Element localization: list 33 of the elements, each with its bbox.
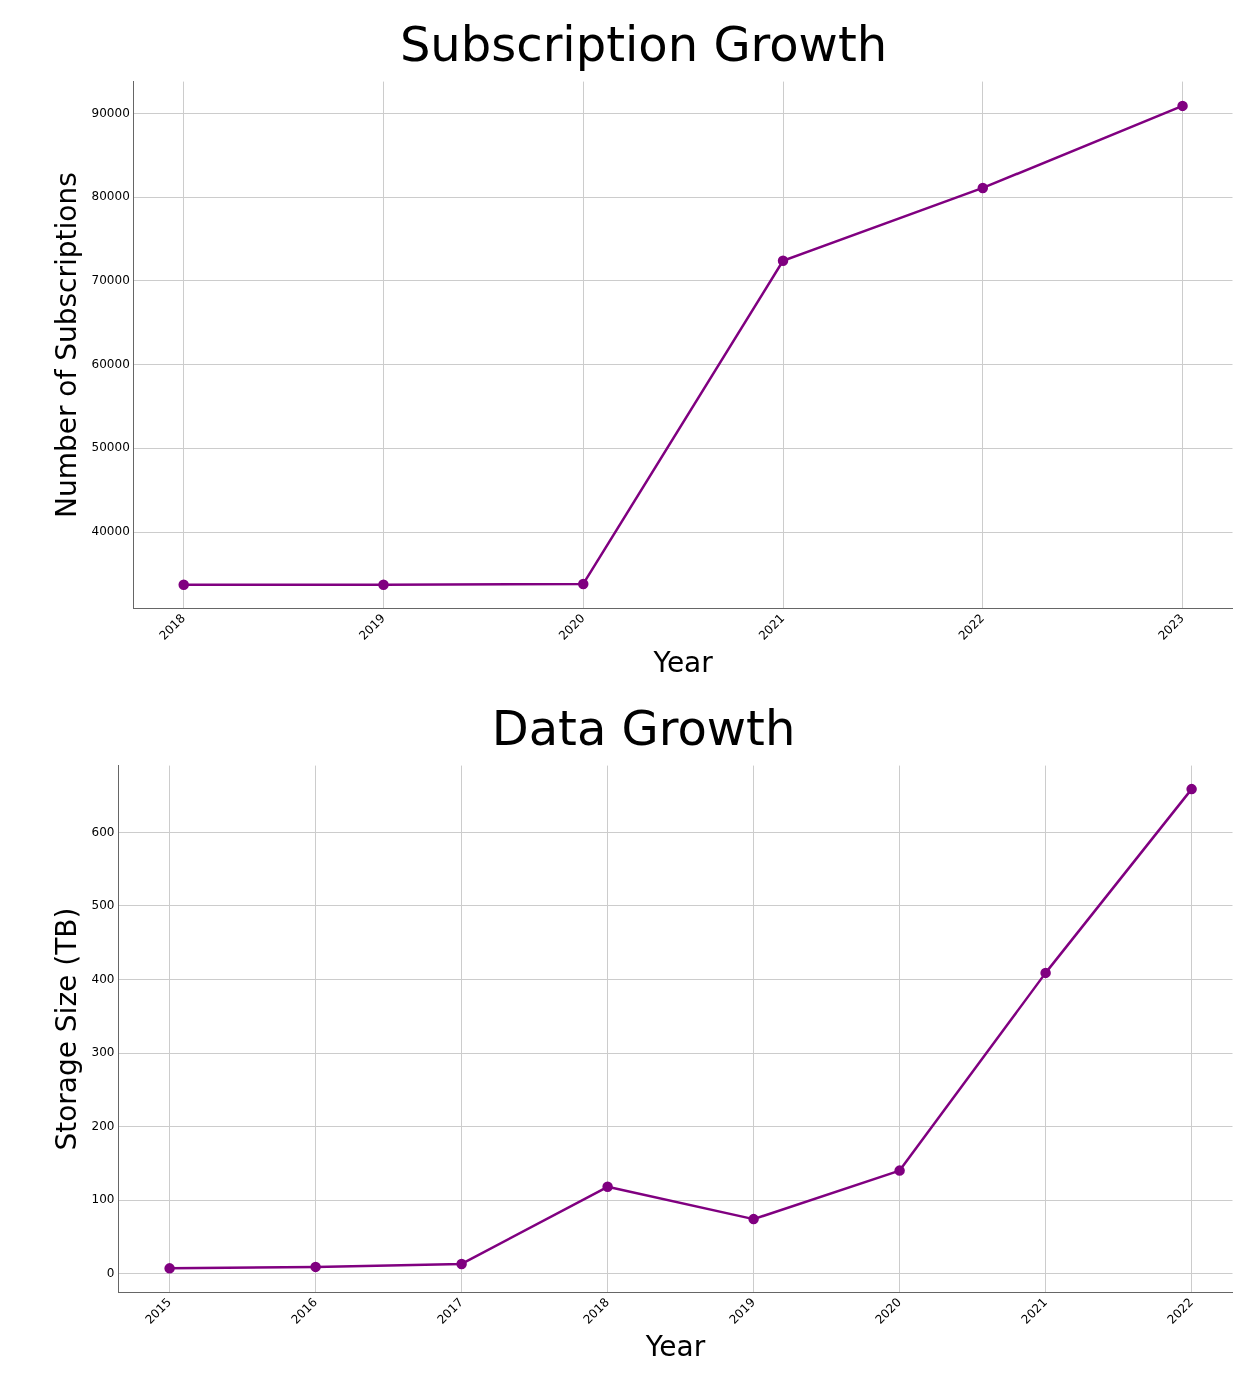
point: [602, 1181, 613, 1193]
y-axis-title: Storage Size (TB): [50, 907, 84, 1151]
y-tick-label: 90000: [91, 105, 130, 120]
point: [456, 1258, 467, 1270]
point: [178, 579, 189, 591]
point: [748, 1213, 759, 1225]
point: [1177, 100, 1188, 112]
y-tick-label: 300: [91, 1045, 115, 1060]
y-tick-label: 70000: [91, 272, 130, 287]
point: [378, 579, 389, 591]
y-tick-label: 400: [91, 971, 115, 986]
point: [1186, 783, 1197, 795]
y-axis-title: Number of Subscriptions: [50, 172, 84, 519]
x-axis-title: Year: [644, 1330, 706, 1364]
y-tick-label: 600: [91, 824, 115, 839]
chart-title: Subscription Growth: [399, 16, 888, 73]
point: [977, 182, 989, 194]
point: [894, 1165, 905, 1176]
y-tick-label: 60000: [91, 356, 130, 371]
point: [578, 578, 589, 590]
y-tick-label: 0: [106, 1265, 115, 1280]
point: [777, 255, 789, 267]
chart-title: Data Growth: [491, 700, 796, 757]
point: [1040, 967, 1051, 979]
y-tick-label: 500: [91, 898, 115, 913]
y-tick-label: 40000: [91, 524, 130, 539]
y-tick-label: 200: [91, 1118, 115, 1133]
point: [164, 1263, 175, 1274]
y-tick-label: 50000: [91, 440, 130, 455]
point: [310, 1261, 321, 1273]
x-axis-title: Year: [652, 646, 714, 680]
y-tick-label: 100: [91, 1192, 115, 1207]
y-tick-label: 80000: [91, 189, 130, 204]
